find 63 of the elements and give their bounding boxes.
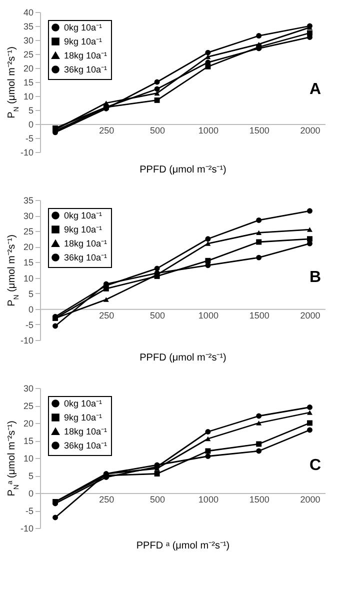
y-tick-label: 40 xyxy=(23,8,34,18)
x-tick-label: 1000 xyxy=(198,310,218,320)
x-tick-label: 1000 xyxy=(198,126,218,136)
y-tick-label: 20 xyxy=(23,242,34,252)
legend-label: 36kg 10a⁻¹ xyxy=(64,440,108,450)
annotation: A xyxy=(309,81,322,98)
y-tick-label: -5 xyxy=(25,320,34,330)
y-tick-label: 25 xyxy=(23,401,34,411)
y-tick-label: 30 xyxy=(23,211,34,222)
y-tick-label: 35 xyxy=(23,196,34,206)
y-tick-label: 15 xyxy=(23,258,34,268)
legend-label: 0kg 10a⁻¹ xyxy=(64,210,102,220)
y-tick-label: 5 xyxy=(28,106,34,116)
legend-label: 0kg 10a⁻¹ xyxy=(64,398,102,408)
y-tick-label: 10 xyxy=(23,92,34,102)
x-tick-label: 500 xyxy=(150,494,166,504)
y-tick-label: 5 xyxy=(28,288,34,299)
y-tick-label: 5 xyxy=(28,471,34,481)
x-tick-label: 2000 xyxy=(300,494,320,504)
legend-label: 18kg 10a⁻¹ xyxy=(64,50,108,60)
legend-label: 0kg 10a⁻¹ xyxy=(64,22,102,32)
x-axis-title: PPFD ᵃ (μmol m⁻²s⁻¹) xyxy=(136,540,230,552)
y-tick-label: 0 xyxy=(28,120,34,130)
x-tick-label: 2000 xyxy=(300,310,320,320)
y-tick-label: 0 xyxy=(28,304,34,314)
y-tick-label: 25 xyxy=(23,226,34,237)
x-tick-label: 500 xyxy=(150,126,166,136)
x-tick-label: 250 xyxy=(99,310,114,320)
x-tick-label: 1500 xyxy=(249,310,270,320)
y-tick-label: 15 xyxy=(23,436,34,446)
annotation: C xyxy=(309,457,322,474)
x-tick-label: 500 xyxy=(150,310,166,320)
x-tick-label: 250 xyxy=(99,126,114,136)
y-tick-label: 25 xyxy=(23,50,34,60)
y-tick-label: -10 xyxy=(20,336,34,346)
y-tick-label: -5 xyxy=(25,134,34,144)
x-tick-label: 1500 xyxy=(249,126,270,136)
y-tick-label: -5 xyxy=(25,506,34,516)
x-axis-title: PPFD (μmol m⁻²s⁻¹) xyxy=(140,164,226,176)
legend-label: 18kg 10a⁻¹ xyxy=(64,238,108,248)
y-tick-label: 30 xyxy=(23,36,34,46)
y-tick-label: 10 xyxy=(23,454,34,464)
y-tick-label: 10 xyxy=(23,273,34,284)
annotation: B xyxy=(309,269,321,286)
legend-label: 36kg 10a⁻¹ xyxy=(64,64,108,74)
x-tick-label: 1500 xyxy=(249,494,270,504)
legend-label: 9kg 10a⁻¹ xyxy=(64,36,102,46)
x-axis-title: PPFD (μmol m⁻²s⁻¹) xyxy=(140,352,226,364)
legend-label: 9kg 10a⁻¹ xyxy=(64,224,102,234)
x-tick-label: 2000 xyxy=(300,126,320,136)
y-tick-label: 20 xyxy=(23,418,34,428)
y-tick-label: -10 xyxy=(20,148,34,158)
legend-label: 18kg 10a⁻¹ xyxy=(64,426,108,436)
y-tick-label: 35 xyxy=(23,22,34,32)
y-tick-label: 15 xyxy=(23,78,34,88)
x-tick-label: 1000 xyxy=(198,494,218,504)
y-tick-label: 20 xyxy=(23,64,34,74)
legend-label: 36kg 10a⁻¹ xyxy=(64,252,108,262)
x-tick-label: 250 xyxy=(99,494,114,504)
y-tick-label: -10 xyxy=(20,524,34,534)
y-tick-label: 0 xyxy=(28,488,34,498)
y-tick-label: 30 xyxy=(23,384,34,394)
legend-label: 9kg 10a⁻¹ xyxy=(64,412,102,422)
